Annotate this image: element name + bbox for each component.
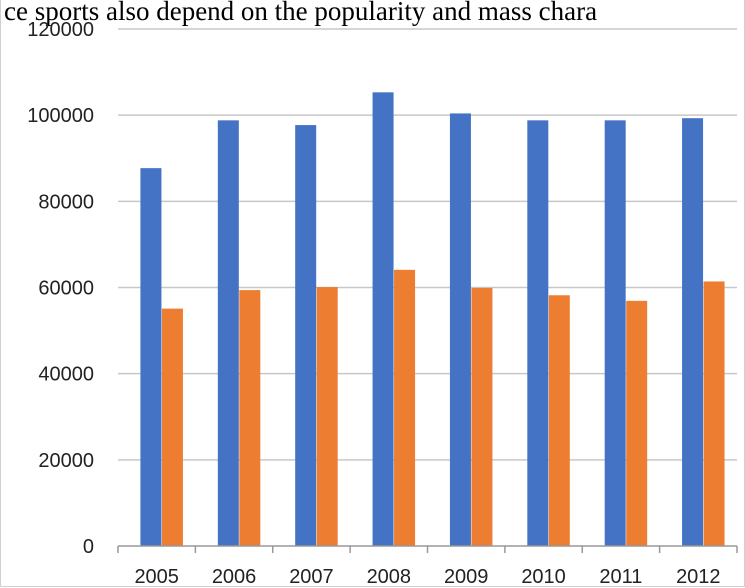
x-axis-labels: 2005 2006 2007 2008 2009 2010 2011 2012	[134, 566, 720, 588]
y-tick-label: 100000	[27, 105, 94, 127]
y-axis-ticks: 0 20000 40000 60000 80000 100000 120000	[27, 19, 94, 558]
bar-series-1	[604, 120, 626, 546]
x-category-label: 2011	[599, 566, 642, 588]
bar-series-1	[682, 118, 704, 547]
y-tick-label: 80000	[38, 191, 94, 213]
y-tick-label: 20000	[38, 450, 94, 472]
bar-series-2	[239, 290, 261, 546]
bar-series-1	[217, 120, 239, 546]
bar-series-2	[626, 300, 648, 546]
bars	[140, 92, 725, 547]
bar-series-2	[394, 269, 416, 546]
caption-text: ce sports also depend on the popularity …	[4, 0, 598, 26]
bar-series-1	[527, 120, 549, 546]
x-category-label: 2005	[134, 566, 179, 588]
bar-series-1	[140, 168, 162, 546]
bar-series-1	[449, 113, 471, 547]
x-category-label: 2007	[289, 566, 334, 588]
bar-series-1	[295, 125, 317, 546]
y-tick-label: 40000	[38, 364, 94, 386]
x-category-label: 2008	[367, 566, 412, 588]
bar-series-2	[703, 281, 725, 546]
x-category-label: 2012	[676, 566, 721, 588]
x-category-label: 2006	[212, 566, 257, 588]
y-tick-label: 0	[83, 536, 94, 558]
x-category-label: 2009	[444, 566, 489, 588]
y-tick-label: 60000	[38, 278, 94, 300]
bar-series-2	[316, 287, 338, 546]
x-axis	[117, 545, 738, 553]
bar-series-2	[471, 287, 493, 546]
x-category-label: 2010	[521, 566, 566, 588]
y-tick-label: 120000	[27, 19, 94, 41]
bar-series-2	[161, 308, 183, 546]
bar-series-2	[548, 295, 570, 546]
bar-series-1	[372, 92, 394, 547]
